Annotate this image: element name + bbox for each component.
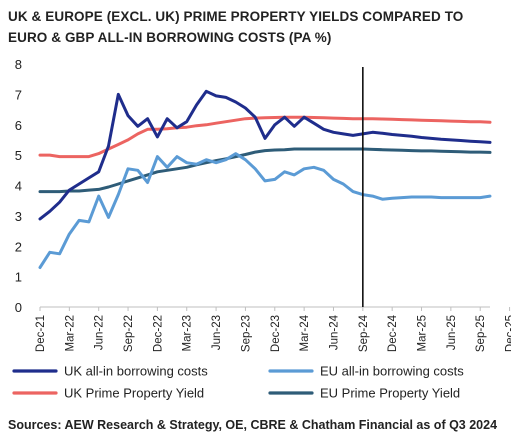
x-tick-label-8: Dec-23 [270, 315, 282, 352]
x-tick-label-4: Dec-22 [152, 315, 164, 352]
legend-label-3: EU Prime Property Yield [320, 386, 460, 401]
x-tick-label-11: Sep-24 [358, 314, 370, 352]
x-tick-label-3: Sep-22 [123, 315, 135, 352]
legend-label-0: UK all-in borrowing costs [64, 364, 208, 379]
y-tick-label-1: 1 [15, 270, 22, 285]
y-axis: 0 1 2 3 4 5 6 7 8 [15, 57, 22, 315]
y-tick-label-8: 8 [15, 57, 22, 72]
x-tick-label-7: Sep-23 [240, 315, 252, 352]
y-tick-label-3: 3 [15, 209, 22, 224]
x-tick-label-12: Dec-24 [387, 314, 399, 352]
legend-label-2: UK Prime Property Yield [64, 386, 204, 401]
x-axis: Dec-21 Mar-22 Jun-22 Sep-22 Dec-22 Mar-23 Jun-… [35, 306, 511, 352]
y-tick-label-5: 5 [15, 148, 22, 163]
x-tick-label-10: Jun-24 [328, 314, 340, 350]
x-tick-label-14: Jun-25 [446, 315, 458, 350]
legend: UK all-in borrowing costs EU all-in borro… [12, 364, 464, 401]
x-tick-label-9: Mar-24 [299, 314, 311, 351]
x-tick-label-6: Jun-23 [211, 315, 223, 350]
x-tick-label-1: Mar-22 [64, 315, 76, 351]
series-line-3 [38, 147, 492, 194]
chart-title: UK & EUROPE (EXCL. UK) PRIME PROPERTY YI… [8, 9, 464, 45]
x-tick-label-16: Dec-25 [505, 315, 511, 352]
x-tick-label-15: Sep-25 [475, 315, 487, 352]
y-tick-label-2: 2 [15, 239, 22, 254]
y-tick-label-0: 0 [15, 300, 22, 315]
x-tick-label-2: Jun-22 [94, 315, 106, 350]
x-tick-label-0: Dec-21 [35, 315, 47, 352]
legend-label-1: EU all-in borrowing costs [320, 364, 464, 379]
x-tick-label-13: Mar-25 [417, 315, 429, 351]
y-tick-label-6: 6 [15, 118, 22, 133]
source-note: Sources: AEW Research & Strategy, OE, CB… [8, 418, 498, 432]
series-line-0 [38, 89, 492, 221]
series-line-2 [38, 115, 492, 159]
x-tick-label-5: Mar-23 [182, 315, 194, 351]
y-tick-label-4: 4 [15, 179, 22, 194]
y-tick-label-7: 7 [15, 87, 22, 102]
series-lines [38, 89, 492, 269]
series-line-1 [38, 152, 492, 269]
